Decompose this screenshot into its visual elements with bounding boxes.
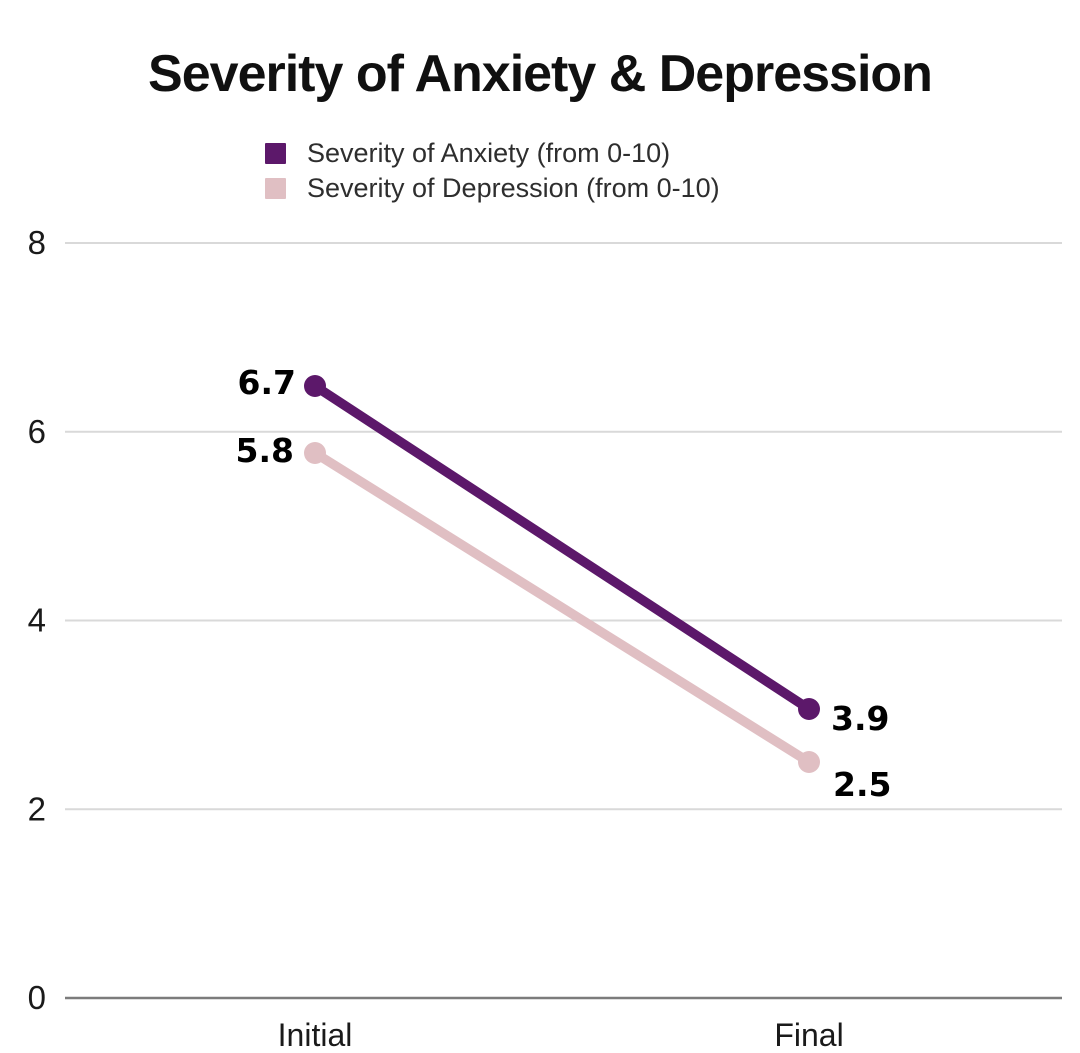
legend: Severity of Anxiety (from 0-10) Severity… <box>265 136 720 206</box>
anxiety-swatch-icon <box>265 143 286 164</box>
legend-label-depression: Severity of Depression (from 0-10) <box>307 173 720 203</box>
y-tick-label: 8 <box>28 224 46 261</box>
y-tick-label: 6 <box>28 413 46 450</box>
value-label: 3.9 <box>831 699 889 738</box>
series-line-1 <box>310 448 814 767</box>
legend-item-anxiety: Severity of Anxiety (from 0-10) <box>265 136 720 171</box>
value-label: 6.7 <box>238 363 296 402</box>
x-category-label: Final <box>774 1017 843 1053</box>
y-tick-label: 4 <box>28 602 46 639</box>
chart-title: Severity of Anxiety & Depression <box>148 45 933 103</box>
y-tick-label: 2 <box>28 790 46 827</box>
x-category-label: Initial <box>278 1017 353 1053</box>
legend-item-depression: Severity of Depression (from 0-10) <box>265 171 720 206</box>
value-label: 2.5 <box>833 765 891 804</box>
legend-label-anxiety: Severity of Anxiety (from 0-10) <box>307 138 671 168</box>
data-point <box>304 442 326 464</box>
data-point <box>798 698 820 720</box>
series-line-0 <box>310 381 814 714</box>
data-point <box>304 375 326 397</box>
y-tick-label: 0 <box>28 979 46 1016</box>
depression-swatch-icon <box>265 178 286 199</box>
value-label: 5.8 <box>236 431 294 470</box>
data-point <box>798 751 820 773</box>
